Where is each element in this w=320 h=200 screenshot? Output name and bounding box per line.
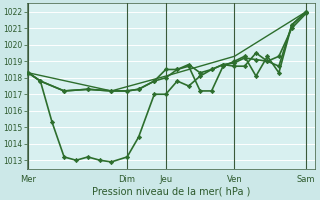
X-axis label: Pression niveau de la mer( hPa ): Pression niveau de la mer( hPa )	[92, 187, 250, 197]
